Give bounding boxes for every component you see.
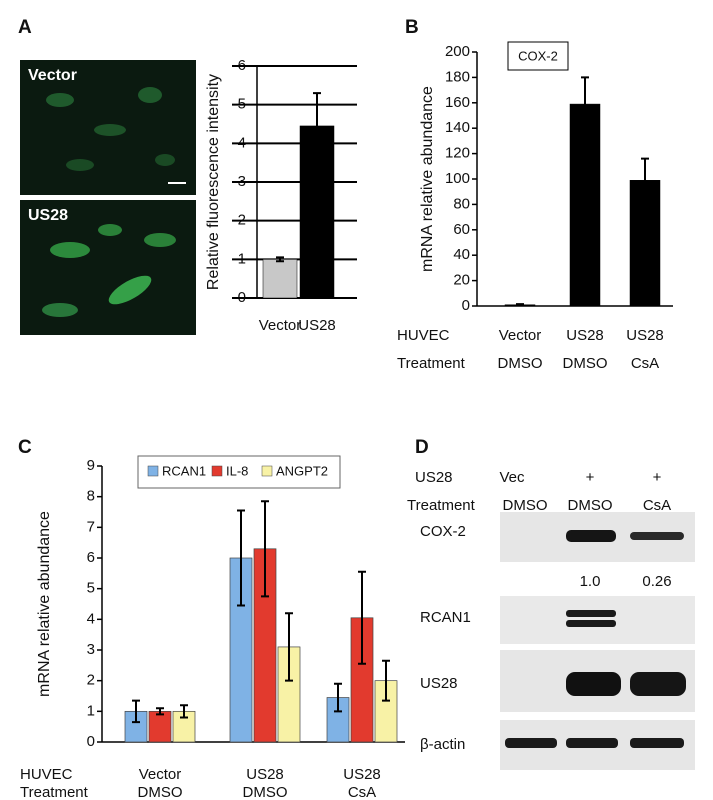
panel-label: B	[405, 17, 419, 38]
y-tick-label: 120	[445, 145, 470, 162]
error-bar	[334, 682, 342, 713]
band-label: β-actin	[420, 736, 465, 753]
bar	[262, 259, 298, 299]
y-tick-label: 100	[445, 170, 470, 187]
blot-header-label: US28	[415, 469, 453, 486]
y-axis-label: Relative fluorescence intensity	[205, 74, 222, 290]
blot-header: +	[653, 469, 662, 486]
error-bar	[382, 659, 390, 702]
blot-header: DMSO	[503, 497, 548, 514]
y-tick-label: 160	[445, 94, 470, 111]
y-tick-label: 2	[87, 672, 95, 689]
x-tick-label: DMSO	[563, 355, 608, 372]
error-bar	[132, 699, 140, 724]
error-bar	[581, 76, 589, 132]
bar	[148, 710, 172, 743]
band-label: COX-2	[420, 523, 466, 540]
x-tick-label: Vector	[499, 327, 542, 344]
x-tick-label: US28	[343, 766, 381, 783]
panel-label: D	[415, 437, 429, 458]
y-tick-label: 1	[87, 702, 95, 719]
annotation: COX-2	[518, 48, 558, 63]
y-tick-label: 0	[87, 733, 95, 750]
legend-swatch	[211, 465, 223, 477]
y-axis-label: mRNA relative abundance	[36, 511, 53, 697]
row-label: Treatment	[397, 355, 466, 372]
x-tick-label: DMSO	[243, 784, 288, 800]
blot-header: +	[586, 469, 595, 486]
y-tick-label: 8	[87, 488, 95, 505]
x-tick-label: DMSO	[138, 784, 183, 800]
error-bar	[276, 256, 284, 263]
x-tick-label: US28	[298, 317, 336, 334]
legend-label: RCAN1	[162, 463, 206, 478]
legend-label: IL-8	[226, 463, 248, 478]
y-tick-label: 5	[87, 580, 95, 597]
y-tick-label: 140	[445, 119, 470, 136]
blot-header-label: Treatment	[407, 497, 476, 514]
error-bar	[313, 92, 321, 160]
y-tick-label: 7	[87, 518, 95, 535]
error-bar	[358, 570, 366, 665]
y-tick-label: 4	[87, 610, 95, 627]
x-tick-label: Vector	[259, 317, 302, 334]
band-label: US28	[420, 675, 458, 692]
y-tick-label: 40	[453, 246, 470, 263]
row-label: HUVEC	[20, 766, 73, 783]
error-bar	[156, 707, 164, 716]
error-bar	[285, 612, 293, 682]
x-tick-label: Vector	[139, 766, 182, 783]
y-tick-label: 200	[445, 43, 470, 60]
y-tick-label: 3	[87, 641, 95, 658]
panel-label: C	[18, 437, 32, 458]
error-bar	[516, 303, 524, 307]
legend-swatch	[261, 465, 273, 477]
blot-header: DMSO	[568, 497, 613, 514]
x-tick-label: US28	[566, 327, 604, 344]
y-tick-label: 60	[453, 221, 470, 238]
legend-label: ANGPT2	[276, 463, 328, 478]
annotation-box	[507, 41, 569, 71]
legend-box	[137, 455, 341, 489]
blot-header: Vec	[499, 469, 525, 486]
x-tick-label: US28	[246, 766, 284, 783]
x-tick-label: CsA	[631, 355, 659, 372]
western-blot: US28 Vec + + Treatment DMSO DMSO CsA COX…	[407, 469, 695, 770]
micrograph: US28	[20, 200, 196, 335]
panel-label: A	[18, 17, 32, 38]
y-axis-label: mRNA relative abundance	[419, 86, 436, 272]
x-tick-label: DMSO	[498, 355, 543, 372]
x-tick-label: CsA	[348, 784, 376, 800]
micrograph-label: US28	[28, 207, 68, 224]
error-bar	[237, 509, 245, 607]
error-bar	[261, 500, 269, 598]
legend-swatch	[147, 465, 159, 477]
micrograph-label: Vector	[28, 67, 77, 84]
bar	[569, 103, 601, 307]
micrograph: Vector	[20, 60, 196, 195]
row-label: Treatment	[20, 784, 89, 800]
y-tick-label: 20	[453, 272, 470, 289]
quantification: 1.0	[580, 573, 601, 590]
band-label: RCAN1	[420, 609, 471, 626]
error-bar	[641, 157, 649, 203]
x-tick-label: US28	[626, 327, 664, 344]
y-tick-label: 9	[87, 457, 95, 474]
y-tick-label: 0	[462, 297, 470, 314]
blot-header: CsA	[643, 497, 671, 514]
y-tick-label: 180	[445, 68, 470, 85]
row-label: HUVEC	[397, 327, 450, 344]
y-tick-label: 80	[453, 195, 470, 212]
quantification: 0.26	[642, 573, 671, 590]
y-tick-label: 6	[87, 549, 95, 566]
error-bar	[180, 704, 188, 719]
